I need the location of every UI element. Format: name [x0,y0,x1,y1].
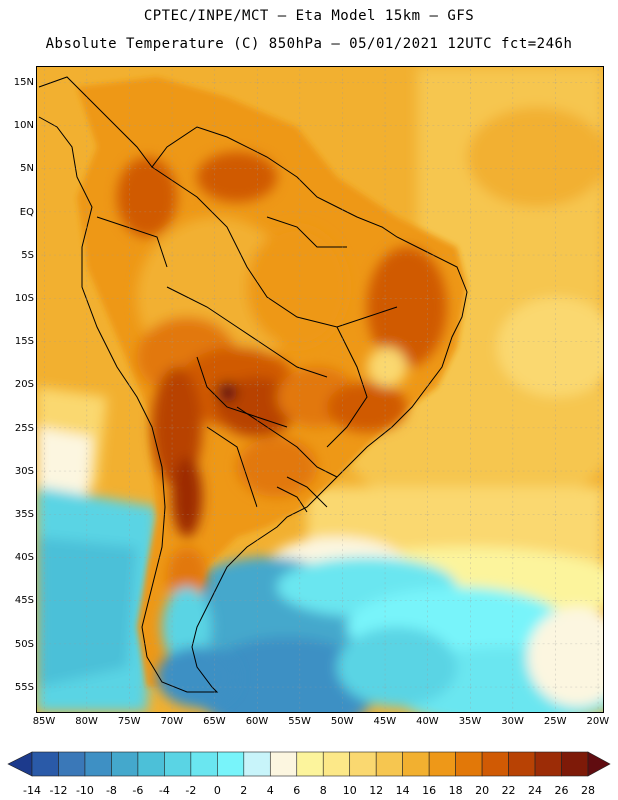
latitude-label: 20S [14,379,34,391]
legend-swatch [243,751,271,777]
legend-tick-label: -14 [23,784,41,797]
longitude-label: 85W [32,716,56,727]
longitude-label: 60W [245,716,269,727]
legend-tick-label: 0 [213,784,221,797]
longitude-label: 80W [75,716,98,727]
longitude-label: 30W [501,716,524,727]
legend-tick-label: 12 [369,784,384,797]
legend-tick-label: 2 [240,784,248,797]
header-title: CPTEC/INPE/MCT – Eta Model 15km – GFS [143,8,475,24]
legend-tick-label: 24 [528,784,543,797]
latitude-label: 40S [14,552,34,564]
latitude-label: 10N [13,120,34,132]
longitude-label: 40W [416,716,439,727]
longitude-label: 75W [117,716,141,727]
legend-tick-label: -10 [75,784,94,797]
legend-swatch [587,751,611,777]
legend-swatch [111,751,139,777]
legend-swatch [349,751,377,777]
latitude-label: 30S [14,465,34,477]
longitude-label: 45W [373,716,397,727]
legend-swatch [269,751,298,777]
legend-tick-label: 22 [501,784,516,797]
legend-tick-label: -12 [49,784,68,797]
longitude-label: 25W [543,716,567,727]
legend-swatch [164,751,192,777]
legend-swatch [534,751,562,777]
legend-swatch [7,751,33,777]
legend-tick-label: 16 [422,784,437,797]
legend-swatch [508,751,536,777]
legend-tick-label: 26 [554,784,569,797]
longitude-label: 55W [288,716,311,727]
latitude-label: 45S [14,595,34,607]
map-canvas [37,67,603,712]
legend-tick-label: 28 [581,784,595,797]
graticule [37,67,603,712]
latitude-label: 50S [14,638,34,650]
header-subtitle: Absolute Temperature (C) 850hPa – 05/01/… [45,36,573,52]
legend-swatch [375,751,403,777]
legend-tick-label: -2 [185,784,197,797]
latitude-label: 15N [13,77,34,88]
latitude-label: 5N [20,163,34,175]
legend-tick-label: 8 [319,784,327,797]
legend-swatch [190,751,218,777]
legend-swatch [84,751,112,777]
legend-swatch [217,751,245,777]
legend-swatch [561,751,589,777]
legend-tick-label: 6 [293,784,301,797]
legend-swatch [481,751,509,777]
legend-swatch [58,751,86,777]
longitude-label: 35W [458,716,482,727]
temperature-map [36,66,604,713]
legend-swatch [455,751,483,777]
longitude-label: 20W [586,716,610,727]
legend-swatch [137,751,165,777]
color-legend [7,751,611,777]
legend-swatch [31,751,59,777]
legend-tick-label: -6 [132,784,144,797]
legend-tick-label: 20 [475,784,490,797]
latitude-label: 55S [14,681,34,693]
legend-swatch [402,751,430,777]
longitude-label: 50W [330,716,354,727]
latitude-label: 35S [14,509,34,520]
legend-tick-label: -4 [158,784,170,797]
latitude-label: 5S [21,249,34,261]
latitude-label: 25S [14,422,34,434]
legend-swatch [296,751,324,777]
longitude-label: 65W [203,716,226,727]
longitude-label: 70W [160,716,184,727]
legend-swatch [428,751,456,777]
legend-tick-label: 4 [266,784,274,797]
legend-tick-label: 10 [342,784,357,797]
legend-swatch [322,751,351,777]
latitude-label: EQ [19,206,34,218]
legend-tick-label: -8 [105,784,117,797]
latitude-label: 15S [14,336,34,348]
latitude-label: 10S [14,293,34,304]
legend-tick-label: 14 [395,784,410,797]
legend-tick-label: 18 [448,784,463,797]
